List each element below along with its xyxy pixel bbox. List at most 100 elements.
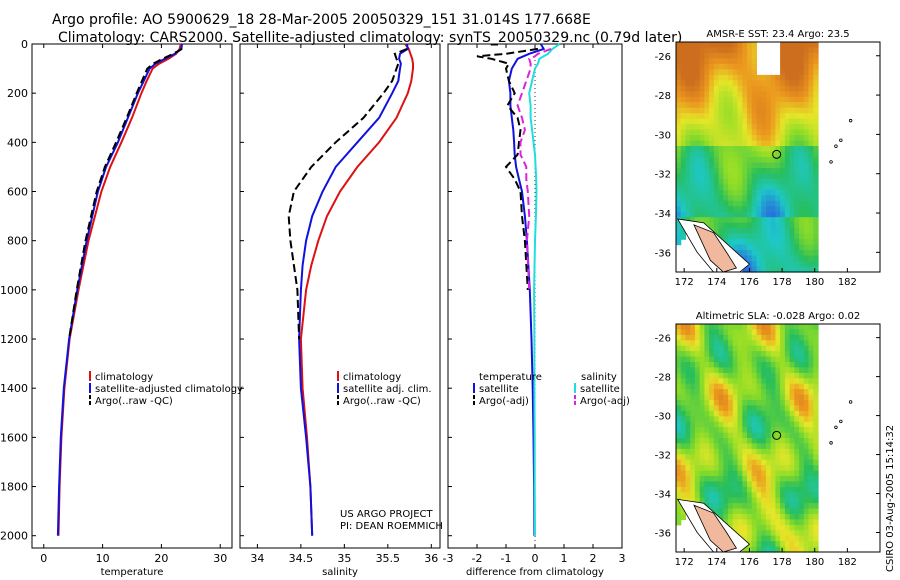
- map-2-cell: [789, 546, 795, 553]
- map-2-cell: [780, 340, 786, 347]
- diff-legend-left-label: satellite: [479, 384, 519, 395]
- map-2-xtick-label: 180: [805, 557, 824, 568]
- map-2-cell: [770, 470, 776, 477]
- map-2-cell: [784, 410, 791, 417]
- map-2-cell: [723, 416, 729, 423]
- map-2-cell: [704, 334, 710, 341]
- map-1-cell: [794, 63, 800, 70]
- map-2-cell: [747, 394, 753, 401]
- map-1-cell: [803, 211, 810, 218]
- map-1-cell: [751, 69, 757, 76]
- map-2-cell: [784, 486, 791, 493]
- map-2-cell: [676, 481, 682, 488]
- map-2-cell: [699, 459, 705, 466]
- map-1-cell: [765, 195, 772, 202]
- map-2-cell: [770, 372, 776, 379]
- map-2-cell: [784, 519, 791, 526]
- map-1-cell: [799, 129, 805, 136]
- map-1-cell: [732, 135, 739, 142]
- map-1-cell: [694, 189, 701, 196]
- map-1-cell: [751, 184, 757, 191]
- map-2-cell: [813, 535, 819, 542]
- map-1-cell: [808, 266, 814, 273]
- map-2-cell: [709, 405, 715, 412]
- map-1-cell: [723, 162, 729, 169]
- map-2-cell: [747, 503, 753, 510]
- map-2-cell: [685, 356, 691, 363]
- map-2-cell: [690, 340, 696, 347]
- map-2-cell: [751, 421, 757, 428]
- map-2-cell: [732, 476, 739, 482]
- map-1-cell: [799, 222, 805, 229]
- map-1-cell: [775, 239, 781, 246]
- map-1-cell: [676, 206, 682, 213]
- map-2-cell: [694, 324, 701, 330]
- map-1-cell: [723, 217, 729, 224]
- map-2-cell: [784, 329, 791, 336]
- map-2-cell: [789, 454, 795, 461]
- map-2-cell: [732, 356, 739, 363]
- map-2-cell: [756, 389, 762, 396]
- map-1-cell: [694, 168, 701, 175]
- map-2-cell: [799, 508, 805, 515]
- map-1-cell: [765, 206, 772, 213]
- map-1-cell: [709, 129, 715, 136]
- map-1-cell: [694, 157, 701, 164]
- map-1-cell: [780, 107, 786, 114]
- map-2-xtick-label: 176: [740, 557, 759, 568]
- map-2-cell: [765, 481, 772, 488]
- map-1-cell: [709, 53, 715, 60]
- map-1-cell: [761, 146, 767, 153]
- map-1-cell: [789, 244, 795, 251]
- map-1-cell: [685, 200, 691, 207]
- map-2-cell: [751, 443, 757, 450]
- map-2-cell: [742, 334, 748, 341]
- map-2-cell: [718, 324, 724, 330]
- map-2-cell: [765, 448, 772, 455]
- map-1-cell: [690, 157, 696, 164]
- map-2-cell: [775, 394, 781, 401]
- map-2-cell: [780, 530, 786, 537]
- map-1-cell: [704, 206, 710, 213]
- map-1-cell: [770, 244, 776, 251]
- map-1-cell: [728, 129, 734, 136]
- map-2-cell: [685, 362, 691, 368]
- map-1-cell: [756, 80, 762, 87]
- map-1-cell: [784, 200, 791, 207]
- map-1-cell: [742, 239, 748, 246]
- map-1-cell: [704, 146, 710, 153]
- map-1-cell: [775, 102, 781, 109]
- map-2-cell: [751, 378, 757, 385]
- map-1-cell: [803, 244, 810, 251]
- map-1-cell: [728, 211, 734, 218]
- map-2-cell: [751, 362, 757, 368]
- map-1-cell: [694, 200, 701, 207]
- map-1-cell: [680, 135, 686, 142]
- map-1-cell: [718, 69, 724, 76]
- map-2-cell: [789, 448, 795, 455]
- map-2-cell: [751, 389, 757, 396]
- map-1-cell: [713, 173, 720, 180]
- map-1-cell: [704, 195, 710, 202]
- panel-2-series-1: [299, 43, 414, 536]
- map-2-cell: [704, 492, 710, 499]
- map-2-cell: [709, 438, 715, 444]
- map-1-cell: [747, 233, 753, 240]
- map-2-cell: [803, 378, 810, 385]
- map-1-cell: [780, 140, 786, 147]
- map-2-cell: [680, 481, 686, 488]
- map-2-cell: [680, 394, 686, 401]
- map-1-cell: [808, 217, 814, 224]
- map-1-cell: [718, 63, 724, 70]
- map-2-cell: [690, 454, 696, 461]
- map-2-cell: [699, 486, 705, 493]
- map-2-cell: [737, 351, 743, 358]
- map-2-cell: [794, 470, 800, 477]
- map-1-cell: [765, 124, 772, 131]
- map-2-cell: [699, 340, 705, 347]
- map-2-cell: [737, 345, 743, 352]
- map-1-cell: [770, 250, 776, 257]
- map-2-cell: [770, 524, 776, 531]
- map-2-cell: [751, 427, 757, 434]
- map-2-cell: [704, 378, 710, 385]
